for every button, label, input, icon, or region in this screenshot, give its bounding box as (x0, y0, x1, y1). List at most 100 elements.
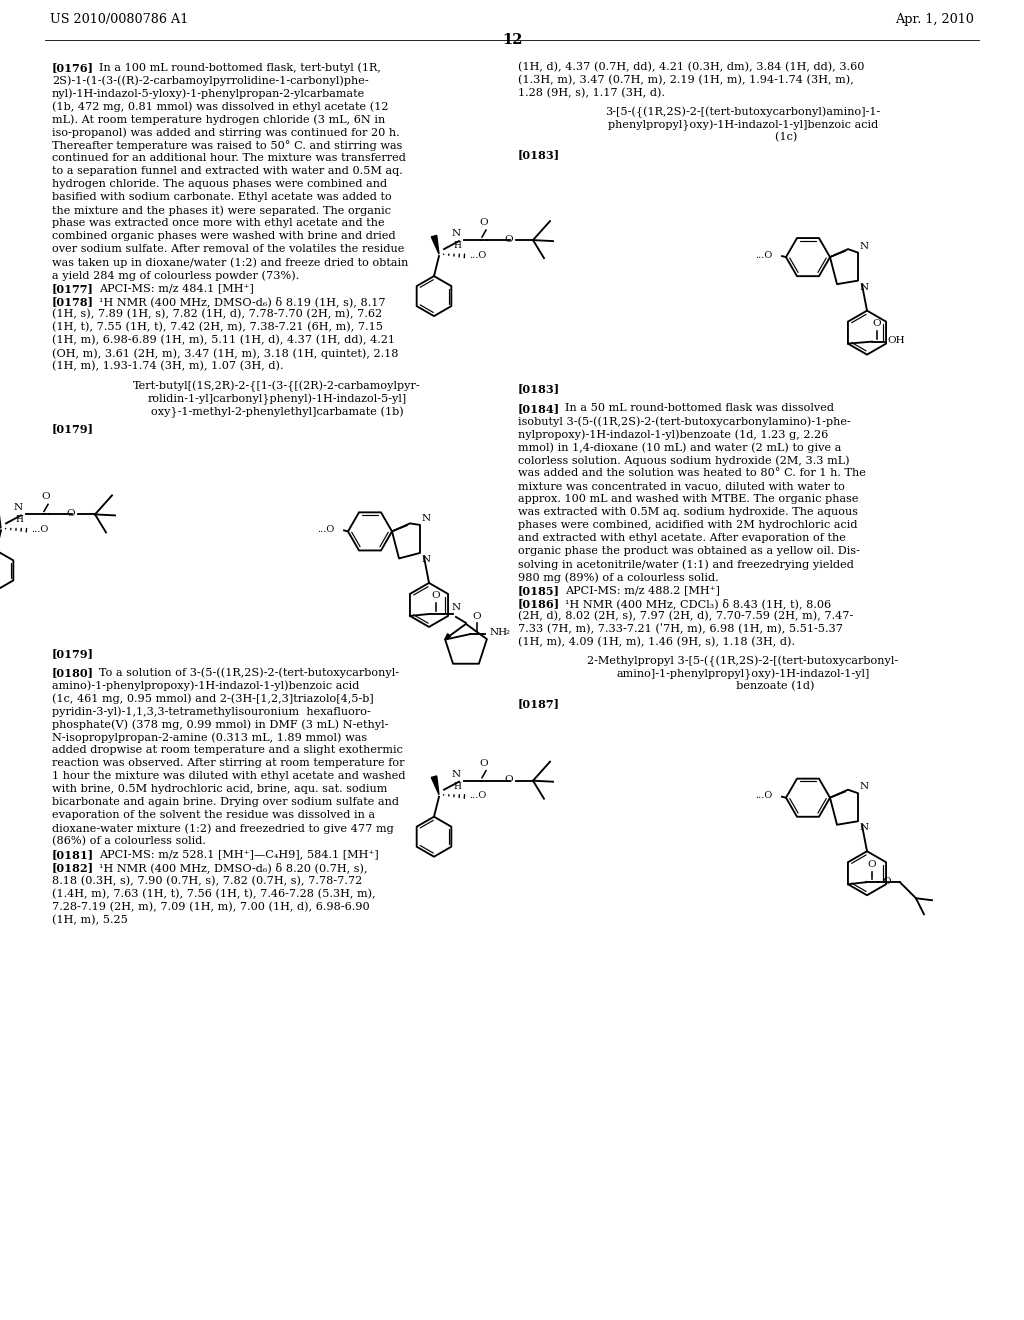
Text: ¹H NMR (400 MHz, CDCl₃) δ 8.43 (1H, t), 8.06: ¹H NMR (400 MHz, CDCl₃) δ 8.43 (1H, t), … (565, 598, 831, 609)
Text: O: O (505, 235, 513, 244)
Text: Thereafter temperature was raised to 50° C. and stirring was: Thereafter temperature was raised to 50°… (52, 140, 402, 150)
Text: (1H, t), 7.55 (1H, t), 7.42 (2H, m), 7.38-7.21 (6H, m), 7.15: (1H, t), 7.55 (1H, t), 7.42 (2H, m), 7.3… (52, 322, 383, 333)
Text: was extracted with 0.5M aq. sodium hydroxide. The aquous: was extracted with 0.5M aq. sodium hydro… (518, 507, 858, 517)
Text: colorless solution. Aquous sodium hydroxide (2M, 3.3 mL): colorless solution. Aquous sodium hydrox… (518, 455, 850, 466)
Text: 7.28-7.19 (2H, m), 7.09 (1H, m), 7.00 (1H, d), 6.98-6.90: 7.28-7.19 (2H, m), 7.09 (1H, m), 7.00 (1… (52, 902, 370, 912)
Text: N: N (860, 824, 869, 832)
Text: (1c, 461 mg, 0.95 mmol) and 2-(3H-[1,2,3]triazolo[4,5-b]: (1c, 461 mg, 0.95 mmol) and 2-(3H-[1,2,3… (52, 693, 374, 704)
Text: continued for an additional hour. The mixture was transferred: continued for an additional hour. The mi… (52, 153, 406, 162)
Text: ...O: ...O (755, 791, 772, 800)
Text: [0184]: [0184] (518, 403, 560, 414)
Text: N: N (452, 770, 461, 779)
Text: [0178]: [0178] (52, 296, 94, 308)
Text: ...O: ...O (755, 251, 772, 260)
Text: 980 mg (89%) of a colourless solid.: 980 mg (89%) of a colourless solid. (518, 572, 719, 582)
Text: (1H, m), 5.25: (1H, m), 5.25 (52, 915, 128, 925)
Text: N: N (14, 503, 23, 512)
Text: In a 50 mL round-bottomed flask was dissolved: In a 50 mL round-bottomed flask was diss… (565, 403, 834, 413)
Text: ...O: ...O (31, 525, 48, 533)
Text: [0187]: [0187] (518, 698, 560, 709)
Text: 7.33 (7H, m), 7.33-7.21 (ʹ7H, m), 6.98 (1H, m), 5.51-5.37: 7.33 (7H, m), 7.33-7.21 (ʹ7H, m), 6.98 (… (518, 624, 843, 635)
Text: ...O: ...O (469, 251, 486, 260)
Text: (1H, s), 7.89 (1H, s), 7.82 (1H, d), 7.78-7.70 (2H, m), 7.62: (1H, s), 7.89 (1H, s), 7.82 (1H, d), 7.7… (52, 309, 382, 319)
Text: over sodium sulfate. After removal of the volatiles the residue: over sodium sulfate. After removal of th… (52, 244, 404, 253)
Text: and extracted with ethyl acetate. After evaporation of the: and extracted with ethyl acetate. After … (518, 533, 846, 543)
Text: added dropwise at room temperature and a slight exothermic: added dropwise at room temperature and a… (52, 746, 402, 755)
Text: (1.3H, m), 3.47 (0.7H, m), 2.19 (1H, m), 1.94-1.74 (3H, m),: (1.3H, m), 3.47 (0.7H, m), 2.19 (1H, m),… (518, 75, 854, 86)
Text: phenylpropyl}oxy)-1H-indazol-1-yl]benzoic acid: phenylpropyl}oxy)-1H-indazol-1-yl]benzoi… (608, 119, 879, 131)
Text: (1H, m), 4.09 (1H, m), 1.46 (9H, s), 1.18 (3H, d).: (1H, m), 4.09 (1H, m), 1.46 (9H, s), 1.1… (518, 638, 795, 647)
Text: (2H, d), 8.02 (2H, s), 7.97 (2H, d), 7.70-7.59 (2H, m), 7.47-: (2H, d), 8.02 (2H, s), 7.97 (2H, d), 7.7… (518, 611, 853, 622)
Text: was taken up in dioxane/water (1:2) and freeze dried to obtain: was taken up in dioxane/water (1:2) and … (52, 257, 409, 268)
Text: [0186]: [0186] (518, 598, 560, 609)
Text: [0179]: [0179] (52, 648, 94, 659)
Text: a yield 284 mg of colourless powder (73%).: a yield 284 mg of colourless powder (73%… (52, 271, 299, 281)
Text: O: O (67, 510, 75, 517)
Text: 3-[5-({(1R,2S)-2-[(tert-butoxycarbonyl)amino]-1-: 3-[5-({(1R,2S)-2-[(tert-butoxycarbonyl)a… (605, 106, 881, 117)
Text: 1.28 (9H, s), 1.17 (3H, d).: 1.28 (9H, s), 1.17 (3H, d). (518, 88, 665, 99)
Text: [0179]: [0179] (52, 424, 94, 434)
Text: isobutyl 3-(5-((1R,2S)-2-(tert-butoxycarbonylamino)-1-phe-: isobutyl 3-(5-((1R,2S)-2-(tert-butoxycar… (518, 416, 851, 426)
Text: ¹H NMR (400 MHz, DMSO-d₆) δ 8.19 (1H, s), 8.17: ¹H NMR (400 MHz, DMSO-d₆) δ 8.19 (1H, s)… (99, 296, 386, 306)
Text: N: N (452, 603, 461, 612)
Text: with brine, 0.5M hydrochloric acid, brine, aqu. sat. sodium: with brine, 0.5M hydrochloric acid, brin… (52, 784, 387, 795)
Text: O: O (505, 775, 513, 784)
Text: [0181]: [0181] (52, 849, 94, 861)
Text: amino]-1-phenylpropyl}oxy)-1H-indazol-1-yl]: amino]-1-phenylpropyl}oxy)-1H-indazol-1-… (616, 668, 869, 680)
Text: [0177]: [0177] (52, 282, 94, 294)
Text: [0183]: [0183] (518, 149, 560, 160)
Text: 2S)-1-(1-(3-((R)-2-carbamoylpyrrolidine-1-carbonyl)phe-: 2S)-1-(1-(3-((R)-2-carbamoylpyrrolidine-… (52, 75, 369, 86)
Text: combined organic phases were washed with brine and dried: combined organic phases were washed with… (52, 231, 395, 242)
Text: In a 100 mL round-bottomed flask, tert-butyl (1R,: In a 100 mL round-bottomed flask, tert-b… (99, 62, 381, 73)
Text: mmol) in 1,4-dioxane (10 mL) and water (2 mL) to give a: mmol) in 1,4-dioxane (10 mL) and water (… (518, 442, 842, 453)
Text: APCI-MS: m/z 488.2 [MH⁺]: APCI-MS: m/z 488.2 [MH⁺] (565, 585, 720, 595)
Text: 2-Methylpropyl 3-[5-({(1R,2S)-2-[(tert-butoxycarbonyl-: 2-Methylpropyl 3-[5-({(1R,2S)-2-[(tert-b… (588, 655, 899, 667)
Text: hydrogen chloride. The aquous phases were combined and: hydrogen chloride. The aquous phases wer… (52, 180, 387, 189)
Text: N: N (422, 513, 431, 523)
Text: 12: 12 (502, 33, 522, 48)
Text: (1H, d), 4.37 (0.7H, dd), 4.21 (0.3H, dm), 3.84 (1H, dd), 3.60: (1H, d), 4.37 (0.7H, dd), 4.21 (0.3H, dm… (518, 62, 864, 73)
Text: H: H (15, 515, 23, 524)
Text: N: N (860, 242, 869, 251)
Text: (1c): (1c) (688, 132, 798, 143)
Text: O: O (479, 218, 488, 227)
Text: ¹H NMR (400 MHz, DMSO-d₆) δ 8.20 (0.7H, s),: ¹H NMR (400 MHz, DMSO-d₆) δ 8.20 (0.7H, … (99, 862, 368, 874)
Text: 1 hour the mixture was diluted with ethyl acetate and washed: 1 hour the mixture was diluted with ethy… (52, 771, 406, 781)
Text: organic phase the product was obtained as a yellow oil. Dis-: organic phase the product was obtained a… (518, 546, 860, 556)
Text: (1H, m), 6.98-6.89 (1H, m), 5.11 (1H, d), 4.37 (1H, dd), 4.21: (1H, m), 6.98-6.89 (1H, m), 5.11 (1H, d)… (52, 335, 395, 346)
Text: rolidin-1-yl]carbonyl}phenyl)-1H-indazol-5-yl]: rolidin-1-yl]carbonyl}phenyl)-1H-indazol… (147, 393, 407, 405)
Text: O: O (473, 612, 481, 622)
Text: NH: NH (489, 627, 507, 636)
Polygon shape (431, 776, 439, 795)
Text: N: N (860, 282, 869, 292)
Text: (1H, m), 1.93-1.74 (3H, m), 1.07 (3H, d).: (1H, m), 1.93-1.74 (3H, m), 1.07 (3H, d)… (52, 360, 284, 371)
Text: N: N (422, 554, 431, 564)
Text: (OH, m), 3.61 (2H, m), 3.47 (1H, m), 3.18 (1H, quintet), 2.18: (OH, m), 3.61 (2H, m), 3.47 (1H, m), 3.1… (52, 348, 398, 359)
Text: [0185]: [0185] (518, 585, 560, 597)
Text: the mixture and the phases it) were separated. The organic: the mixture and the phases it) were sepa… (52, 205, 391, 215)
Text: pyridin-3-yl)-1,1,3,3-tetramethylisouronium  hexafluoro-: pyridin-3-yl)-1,1,3,3-tetramethylisouron… (52, 706, 371, 717)
Text: [0182]: [0182] (52, 862, 94, 874)
Text: phase was extracted once more with ethyl acetate and the: phase was extracted once more with ethyl… (52, 218, 385, 228)
Text: phases were combined, acidified with 2M hydrochloric acid: phases were combined, acidified with 2M … (518, 520, 857, 531)
Text: APCI-MS: m/z 528.1 [MH⁺]—C₄H9], 584.1 [MH⁺]: APCI-MS: m/z 528.1 [MH⁺]—C₄H9], 584.1 [M… (99, 849, 379, 859)
Text: N-isopropylpropan-2-amine (0.313 mL, 1.89 mmol) was: N-isopropylpropan-2-amine (0.313 mL, 1.8… (52, 733, 368, 743)
Polygon shape (431, 235, 439, 255)
Text: Apr. 1, 2010: Apr. 1, 2010 (895, 13, 974, 26)
Text: nylpropoxy)-1H-indazol-1-yl)benzoate (1d, 1.23 g, 2.26: nylpropoxy)-1H-indazol-1-yl)benzoate (1d… (518, 429, 828, 440)
Text: [0180]: [0180] (52, 668, 94, 678)
Text: (86%) of a colourless solid.: (86%) of a colourless solid. (52, 837, 206, 846)
Text: Tert-butyl[(1S,2R)-2-{[1-(3-{[(2R)-2-carbamoylpyr-: Tert-butyl[(1S,2R)-2-{[1-(3-{[(2R)-2-car… (133, 380, 421, 392)
Text: (1b, 472 mg, 0.81 mmol) was dissolved in ethyl acetate (12: (1b, 472 mg, 0.81 mmol) was dissolved in… (52, 102, 388, 112)
Text: OH: OH (887, 337, 904, 345)
Text: to a separation funnel and extracted with water and 0.5M aq.: to a separation funnel and extracted wit… (52, 166, 402, 176)
Text: [0183]: [0183] (518, 384, 560, 395)
Text: oxy}-1-methyl-2-phenylethyl]carbamate (1b): oxy}-1-methyl-2-phenylethyl]carbamate (1… (151, 407, 403, 418)
Text: basified with sodium carbonate. Ethyl acetate was added to: basified with sodium carbonate. Ethyl ac… (52, 191, 392, 202)
Text: mixture was concentrated in vacuo, diluted with water to: mixture was concentrated in vacuo, dilut… (518, 480, 845, 491)
Text: phosphate(V) (378 mg, 0.99 mmol) in DMF (3 mL) N-ethyl-: phosphate(V) (378 mg, 0.99 mmol) in DMF … (52, 719, 388, 730)
Text: O: O (867, 861, 877, 870)
Text: O: O (882, 876, 891, 886)
Text: US 2010/0080786 A1: US 2010/0080786 A1 (50, 13, 188, 26)
Text: solving in acetonitrile/water (1:1) and freezedrying yielded: solving in acetonitrile/water (1:1) and … (518, 560, 854, 570)
